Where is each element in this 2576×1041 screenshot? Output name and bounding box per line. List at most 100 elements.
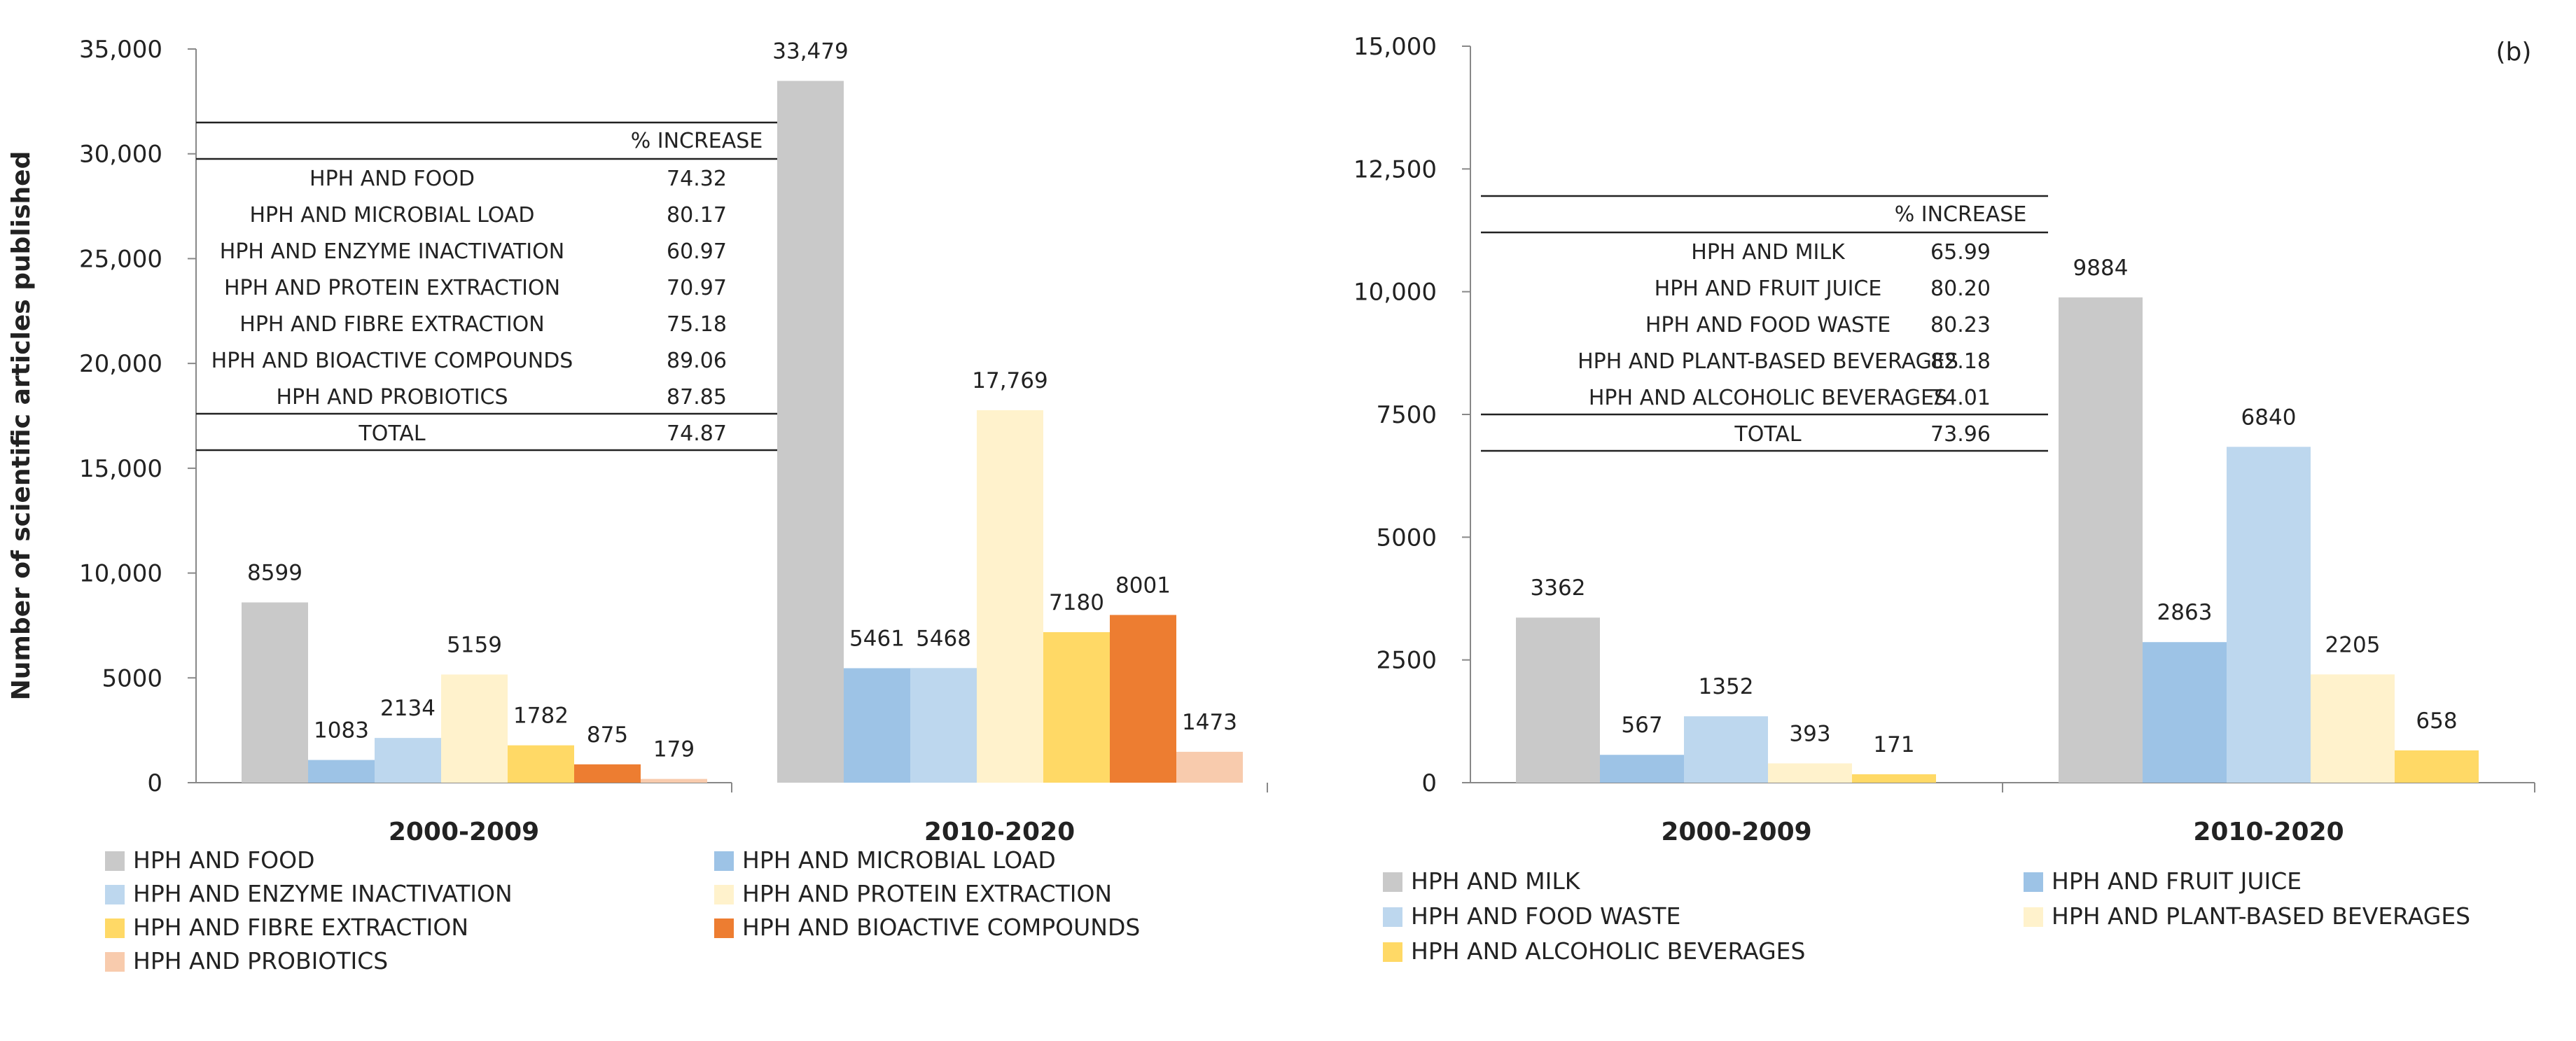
panel-b-bar: [2227, 447, 2311, 783]
panel-b-bar: [2395, 750, 2479, 783]
panel-b-table-total-value: 73.96: [1930, 422, 1991, 447]
panel-a-table-row-value: 74.32: [667, 167, 727, 191]
panel-b-legend-label: HPH AND FRUIT JUICE: [2052, 867, 2302, 895]
panel-a-legend-label: HPH AND PROTEIN EXTRACTION: [742, 880, 1112, 907]
panel-a-legend-swatch: [105, 918, 125, 938]
panel-a-table-total-value: 74.87: [667, 421, 727, 446]
panel-b-legend-label: HPH AND MILK: [1411, 867, 1581, 895]
panel-a-bar-value-label: 1083: [314, 718, 369, 743]
panel-b-bar: [1852, 774, 1936, 783]
panel-a-bar-value-label: 8001: [1115, 573, 1171, 598]
panel-a-bar: [375, 738, 441, 783]
panel-a-bar: [641, 778, 707, 783]
panel-a-table-row-label: HPH AND PROBIOTICS: [276, 385, 508, 410]
panel-a-bar: [1043, 632, 1110, 783]
panel-b-ytick-label: 2500: [1376, 647, 1437, 675]
panel-b-table-row-label: HPH AND ALCOHOLIC BEVERAGES: [1589, 386, 1947, 410]
panel-a-table-row-label: HPH AND MICROBIAL LOAD: [249, 203, 534, 228]
panel-a-table-row-label: HPH AND FOOD: [309, 167, 475, 191]
panel-b-legend-swatch: [2024, 907, 2043, 927]
panel-b-bar-value-label: 1352: [1699, 674, 1754, 699]
panel-b-legend-swatch: [1383, 942, 1402, 962]
panel-b-table-row-label: HPH AND MILK: [1691, 240, 1846, 265]
panel-b-bar: [2143, 642, 2227, 783]
panel-b-bar: [2311, 674, 2395, 783]
panel-a-table-row-label: HPH AND FIBRE EXTRACTION: [239, 312, 544, 337]
panel-a-bar-value-label: 179: [653, 737, 695, 762]
panel-a-table-header: % INCREASE: [631, 129, 763, 153]
panel-b-bar: [1516, 617, 1600, 783]
panel-b-chart: (b) 0 2500 5000 7500 10,000 12,500 15,000 3362…: [1353, 33, 2535, 965]
panel-b-bar-value-label: 2205: [2325, 632, 2381, 657]
panel-a-legend-swatch: [105, 885, 125, 904]
panel-a-table-total-label: TOTAL: [358, 421, 425, 446]
panel-a-category-label: 2010-2020: [924, 818, 1075, 846]
panel-a-legend-swatch: [105, 851, 125, 871]
panel-b-table-row-value: 80.20: [1930, 277, 1991, 301]
panel-a-bar: [844, 668, 910, 783]
panel-a-legend-label: HPH AND FOOD: [133, 846, 315, 874]
panel-b-table-row-label: HPH AND PLANT-BASED BEVERAGES: [1578, 349, 1958, 374]
panel-a-bar-value-label: 1473: [1182, 710, 1237, 735]
panel-b-legend-swatch: [2024, 872, 2043, 892]
panel-b-legend-swatch: [1383, 872, 1402, 892]
panel-a-table-row-value: 89.06: [667, 349, 727, 373]
panel-a-legend-label: HPH AND FIBRE EXTRACTION: [133, 914, 468, 941]
panel-a-legend-label: HPH AND MICROBIAL LOAD: [742, 846, 1056, 874]
panel-a-ytick-label: 35,000: [79, 36, 162, 64]
panel-b-legend-label: HPH AND FOOD WASTE: [1411, 902, 1680, 930]
panel-a-bar: [574, 764, 641, 783]
panel-b-ytick-label: 10,000: [1353, 279, 1437, 307]
panel-b-bar-value-label: 567: [1621, 713, 1662, 738]
panel-b-category-label: 2010-2020: [2193, 818, 2344, 846]
panel-a-bar-value-label: 5159: [447, 633, 502, 658]
panel-b-category-label: 2000-2009: [1661, 818, 1811, 846]
panel-b-ytick-label: 15,000: [1353, 33, 1437, 61]
panel-a-table-row-value: 70.97: [667, 276, 727, 300]
panel-b-ytick-label: 7500: [1376, 401, 1437, 429]
panel-a-table-row-value: 80.17: [667, 203, 727, 228]
panel-b-bar-value-label: 658: [2416, 708, 2457, 734]
panel-a-bar: [508, 745, 574, 783]
panel-a-bar: [777, 81, 844, 783]
panel-a-bar-value-label: 875: [587, 722, 628, 748]
panel-a-legend-label: HPH AND BIOACTIVE COMPOUNDS: [742, 914, 1140, 941]
panel-a-bar: [441, 674, 508, 783]
panel-a-table-row-label: HPH AND PROTEIN EXTRACTION: [224, 276, 560, 300]
panel-a-bar: [1110, 615, 1176, 783]
panel-b-legend-swatch: [1383, 907, 1402, 927]
panel-a-ytick-label: 15,000: [79, 455, 162, 483]
panel-a-bar-value-label: 1782: [513, 704, 569, 729]
panel-b-table-row-value: 65.99: [1930, 240, 1991, 265]
panel-a-legend-swatch: [714, 918, 734, 938]
panel-b-bar: [2059, 297, 2143, 783]
panel-b-legend-label: HPH AND ALCOHOLIC BEVERAGES: [1411, 937, 1805, 965]
panel-a-y-axis-title: Number of scientific articles published: [7, 151, 36, 701]
panel-b-table-row-label: HPH AND FOOD WASTE: [1645, 313, 1891, 337]
panel-a-category-label: 2000-2009: [389, 818, 539, 846]
panel-a-ytick-label: 25,000: [79, 245, 162, 273]
panel-b-bar-value-label: 9884: [2073, 256, 2129, 281]
panel-a-bar: [1176, 751, 1243, 783]
panel-b-table-row-value: 82.18: [1930, 349, 1991, 374]
panel-a-ytick-label: 0: [147, 769, 162, 797]
panel-a-ytick-label: 5000: [102, 664, 162, 692]
panel-a-table-row-value: 87.85: [667, 385, 727, 410]
panel-b-ytick-label: 12,500: [1353, 155, 1437, 183]
panel-b-bar-value-label: 393: [1789, 721, 1830, 746]
panel-b-legend-label: HPH AND PLANT-BASED BEVERAGES: [2052, 902, 2470, 930]
panel-a-legend-swatch: [714, 885, 734, 904]
panel-b-ytick-label: 0: [1421, 769, 1437, 797]
panel-a-bar: [242, 602, 308, 783]
panel-b-bar-value-label: 2863: [2157, 600, 2213, 625]
panel-a-chart: Number of scientific articles published …: [7, 36, 1268, 974]
panel-a-bar-value-label: 2134: [380, 696, 436, 721]
panel-a-table-row-value: 75.18: [667, 312, 727, 337]
panel-a-bar-value-label: 8599: [247, 561, 302, 586]
panel-a-ytick-label: 10,000: [79, 560, 162, 588]
panel-b-table-total-label: TOTAL: [1734, 422, 1801, 447]
panel-a-legend-label: HPH AND ENZYME INACTIVATION: [133, 880, 513, 907]
panel-a-bar-value-label: 17,769: [972, 368, 1047, 393]
panel-b-table-header: % INCREASE: [1895, 202, 2027, 227]
